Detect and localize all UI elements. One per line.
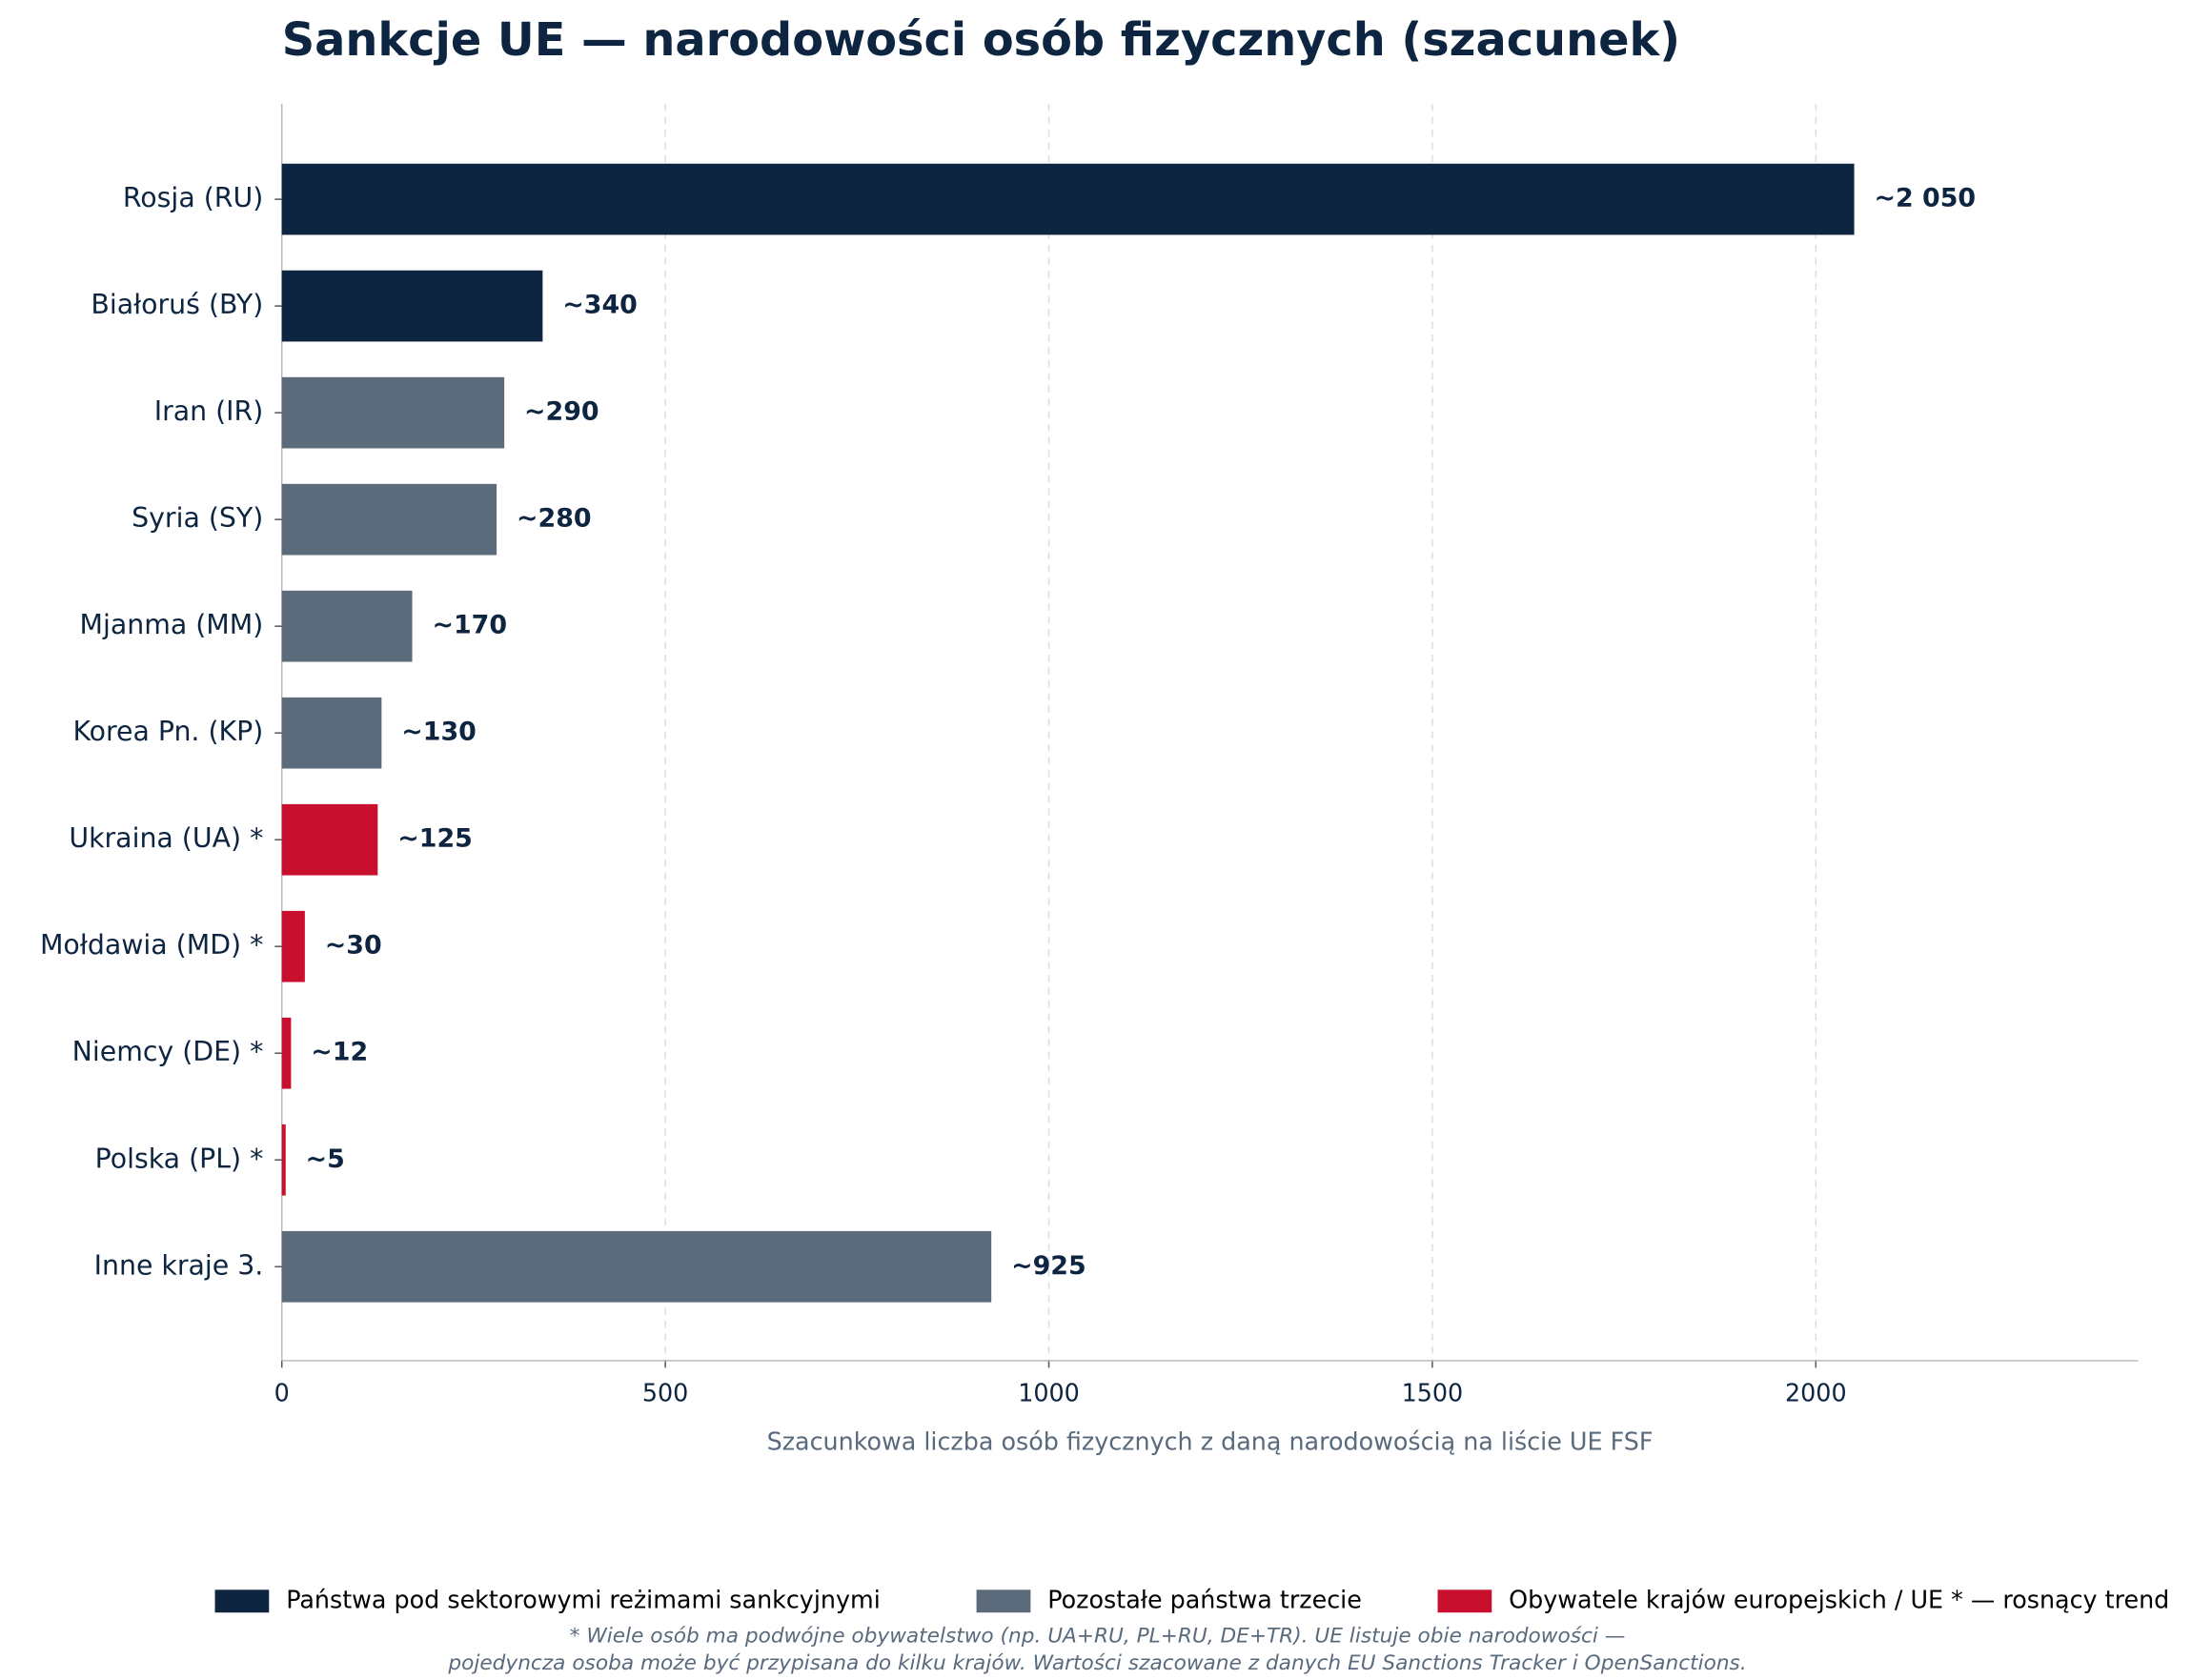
bar	[281, 1230, 992, 1303]
legend-swatch	[214, 1589, 270, 1613]
bar	[281, 1017, 292, 1089]
y-tick-label: Iran (IR)	[154, 395, 264, 427]
value-label: ~125	[397, 824, 473, 854]
bar	[281, 163, 1855, 235]
legend-swatch	[976, 1589, 1031, 1613]
value-label: ~170	[432, 611, 507, 640]
value-label: ~2 050	[1874, 184, 1976, 213]
footnote: pojedyncza osoba może być przypisana do …	[447, 1651, 1746, 1675]
bar	[281, 590, 413, 662]
value-label: ~30	[325, 931, 382, 961]
bar	[281, 803, 378, 876]
y-tick-label: Mjanma (MM)	[80, 609, 264, 640]
value-label: ~12	[311, 1038, 368, 1067]
x-tick-label: 1500	[1402, 1379, 1464, 1407]
value-label: ~340	[562, 291, 638, 320]
y-tick-label: Ukraina (UA) *	[69, 822, 263, 854]
y-tick-label: Rosja (RU)	[123, 182, 263, 213]
bar	[281, 270, 543, 342]
value-label: ~925	[1011, 1251, 1086, 1281]
legend-label: Pozostałe państwa trzecie	[1047, 1585, 1362, 1613]
y-tick-label: Niemcy (DE) *	[72, 1036, 264, 1067]
value-label: ~290	[524, 397, 599, 427]
legend-label: Obywatele krajów europejskich / UE * — r…	[1509, 1585, 2169, 1613]
x-tick-label: 2000	[1785, 1379, 1847, 1407]
y-tick-label: Korea Pn. (KP)	[72, 716, 263, 747]
bar	[281, 483, 497, 556]
value-label: ~5	[306, 1144, 345, 1174]
y-tick-label: Białoruś (BY)	[91, 289, 263, 320]
footnote: * Wiele osób ma podwójne obywatelstwo (n…	[570, 1625, 1626, 1649]
y-tick-label: Inne kraje 3.	[94, 1249, 264, 1281]
x-axis-label: Szacunkowa liczba osób fizycznych z daną…	[767, 1427, 1654, 1455]
bar	[281, 910, 305, 982]
chart-title: Sankcje UE — narodowości osób fizycznych…	[282, 14, 1680, 67]
y-tick-label: Mołdawia (MD) *	[40, 929, 263, 961]
bar	[281, 1123, 286, 1196]
x-tick-label: 1000	[1018, 1379, 1080, 1407]
bar	[281, 697, 382, 769]
value-label: ~280	[517, 504, 592, 534]
legend-label: Państwa pod sektorowymi reżimami sankcyj…	[286, 1585, 881, 1613]
y-tick-label: Syria (SY)	[132, 502, 263, 534]
y-tick-label: Polska (PL) *	[95, 1143, 264, 1174]
x-tick-label: 500	[642, 1379, 688, 1407]
bar	[281, 376, 505, 449]
value-label: ~130	[401, 718, 477, 747]
legend-swatch	[1437, 1589, 1492, 1613]
x-tick-label: 0	[274, 1379, 290, 1407]
